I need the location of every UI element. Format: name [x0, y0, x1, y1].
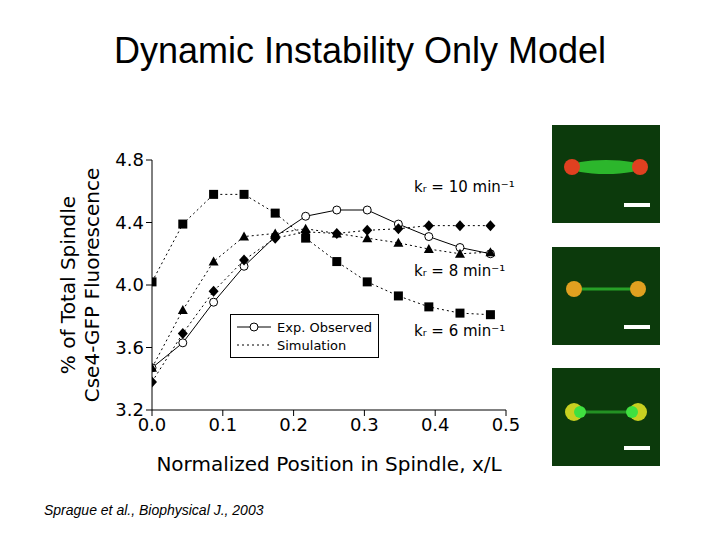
- html-text:Simulation: Simulation: [277, 337, 347, 353]
- html-text:Normalized Position in Spindle: Normalized Position in Spindle, x/L: [156, 452, 502, 476]
- svg-text:0.2: 0.2: [279, 414, 308, 435]
- html-text:kᵣ = 8 min⁻¹: kᵣ = 8 min⁻¹: [414, 262, 506, 280]
- html-text:Cse4-GFP Fluorescence: Cse4-GFP Fluorescence: [80, 167, 104, 403]
- svg-text:0.4: 0.4: [421, 414, 450, 435]
- svg-text:0.5: 0.5: [492, 414, 521, 435]
- svg-text:4.4: 4.4: [115, 212, 144, 233]
- svg-text:4.8: 4.8: [115, 149, 144, 170]
- html-text:% of Total Spindle: % of Total Spindle: [56, 195, 80, 375]
- svg-text:3.2: 3.2: [115, 399, 144, 420]
- svg-text:0.3: 0.3: [350, 414, 379, 435]
- html-text:Dynamic Instability Only Model: Dynamic Instability Only Model: [113, 30, 607, 71]
- html-text:Exp. Observed: Exp. Observed: [277, 319, 372, 335]
- svg-text:0.1: 0.1: [208, 414, 237, 435]
- html-text:Sprague et al., Biophysical J.: Sprague et al., Biophysical J., 2003: [44, 502, 264, 518]
- svg-text:4.0: 4.0: [115, 274, 144, 295]
- html-text:kᵣ = 10 min⁻¹: kᵣ = 10 min⁻¹: [414, 178, 515, 196]
- html-text:kᵣ = 6 min⁻¹: kᵣ = 6 min⁻¹: [414, 322, 506, 340]
- svg-text:0.0: 0.0: [137, 413, 167, 435]
- svg-text:3.6: 3.6: [115, 337, 144, 358]
